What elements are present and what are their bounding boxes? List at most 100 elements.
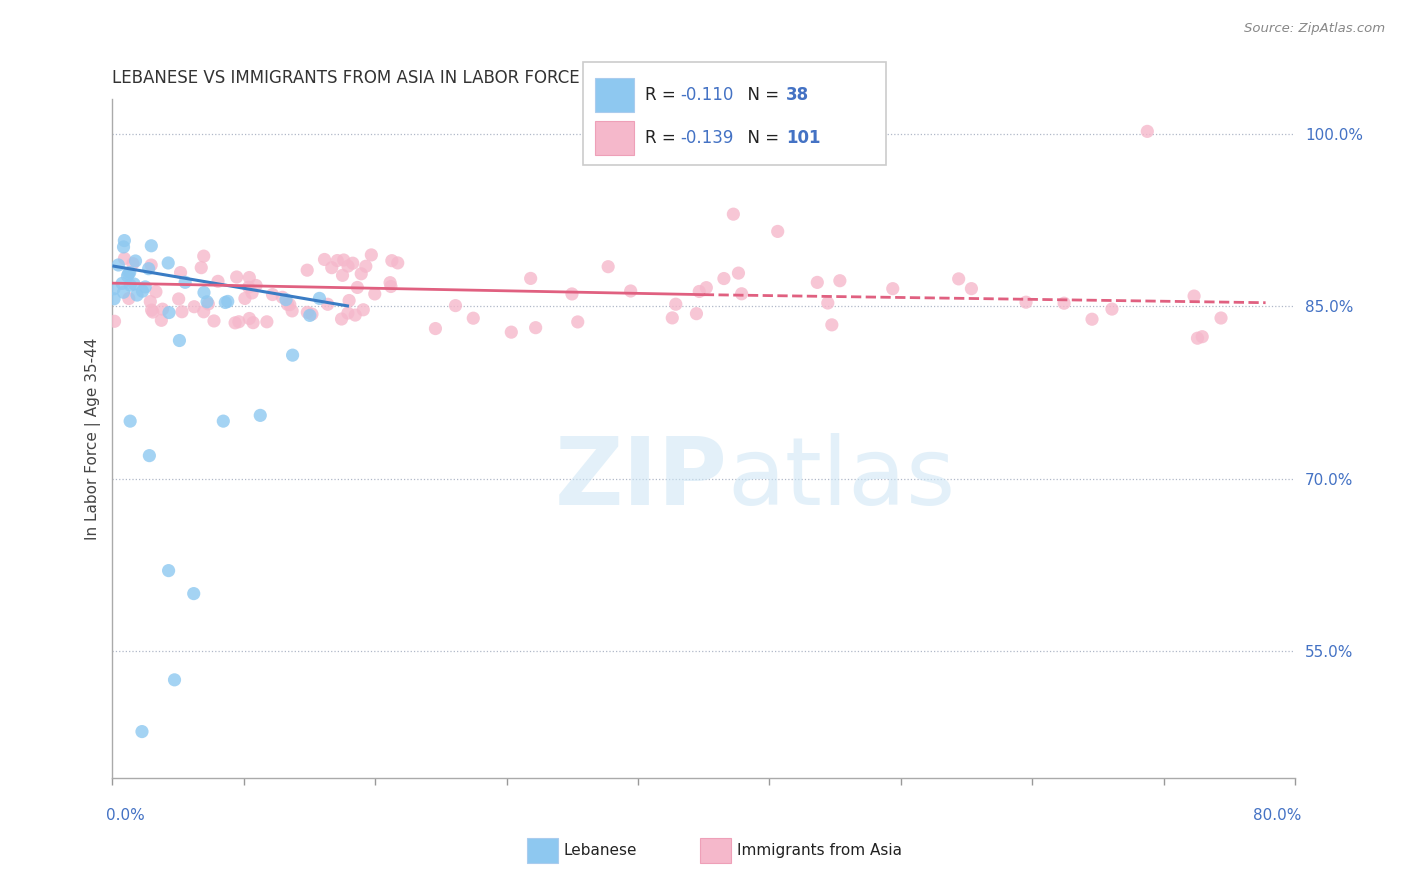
Point (240, 285, 263, 300)
Text: Immigrants from Asia: Immigrants from Asia (737, 844, 901, 858)
Text: 80.0%: 80.0% (1253, 808, 1301, 823)
Point (174, 275, 197, 289)
Point (238, 311, 260, 326)
Point (948, 272, 970, 286)
Text: -0.110: -0.110 (681, 87, 734, 104)
Point (727, 266, 749, 280)
Point (281, 304, 304, 318)
Point (141, 258, 163, 272)
Point (118, 292, 141, 306)
Point (107, 258, 129, 272)
Point (1101, 301, 1123, 316)
Point (169, 334, 191, 348)
Text: atlas: atlas (727, 434, 956, 525)
Point (688, 285, 710, 299)
Point (364, 287, 387, 301)
Point (344, 308, 367, 322)
Point (661, 310, 683, 325)
Point (193, 305, 215, 319)
Point (120, 414, 142, 428)
Text: 38: 38 (786, 87, 808, 104)
Point (360, 248, 382, 262)
Point (295, 263, 318, 277)
Point (821, 318, 844, 332)
Point (183, 300, 205, 314)
Point (501, 325, 523, 339)
Point (193, 285, 215, 300)
Point (314, 252, 336, 267)
Point (332, 253, 354, 268)
Point (138, 449, 160, 463)
Point (112, 285, 135, 300)
Point (103, 282, 125, 296)
Point (1136, 124, 1159, 138)
Point (131, 284, 153, 298)
Point (337, 293, 360, 308)
Point (183, 586, 205, 600)
Text: -0.139: -0.139 (681, 129, 734, 147)
Point (274, 293, 297, 307)
Point (298, 309, 321, 323)
Point (685, 307, 707, 321)
Point (170, 304, 193, 318)
Point (142, 305, 165, 319)
Point (157, 305, 180, 319)
Point (249, 409, 271, 423)
Point (207, 274, 229, 288)
Text: N =: N = (737, 129, 785, 147)
Point (141, 303, 163, 318)
Point (806, 276, 828, 290)
Point (1191, 329, 1213, 343)
Point (157, 256, 180, 270)
Point (117, 267, 139, 281)
Point (695, 280, 717, 294)
Text: R =: R = (645, 129, 682, 147)
Text: ZIP: ZIP (554, 434, 727, 525)
Point (723, 207, 745, 221)
Point (387, 256, 409, 270)
Point (114, 252, 136, 266)
Text: R =: R = (645, 87, 682, 104)
Point (561, 287, 583, 301)
Text: Lebanese: Lebanese (564, 844, 637, 858)
Text: LEBANESE VS IMMIGRANTS FROM ASIA IN LABOR FORCE | AGE 35-44 CORRELATION CHART: LEBANESE VS IMMIGRANTS FROM ASIA IN LABO… (112, 69, 869, 87)
Point (1053, 296, 1076, 310)
Point (169, 266, 191, 280)
Point (332, 268, 354, 283)
Point (326, 253, 349, 268)
Point (330, 312, 353, 326)
Point (817, 296, 839, 310)
Point (1182, 289, 1205, 303)
Point (828, 274, 851, 288)
Y-axis label: In Labor Force | Age 35-44: In Labor Force | Age 35-44 (86, 337, 101, 540)
Point (316, 297, 339, 311)
Point (350, 267, 373, 281)
Point (444, 299, 467, 313)
Point (195, 294, 218, 309)
Point (1187, 331, 1209, 345)
Point (463, 311, 485, 326)
Point (242, 316, 264, 330)
Point (297, 305, 319, 319)
Point (277, 297, 299, 311)
Point (238, 280, 260, 294)
Point (190, 260, 212, 275)
Point (131, 724, 153, 739)
Point (598, 260, 620, 274)
Point (152, 302, 174, 317)
Point (665, 297, 688, 311)
Point (120, 278, 142, 293)
Point (342, 256, 364, 270)
Text: 101: 101 (786, 129, 821, 147)
Point (134, 280, 156, 294)
Point (766, 224, 789, 238)
Point (1209, 311, 1232, 326)
Point (193, 249, 215, 263)
Point (117, 268, 139, 283)
Point (381, 253, 404, 268)
Point (233, 292, 256, 306)
Point (713, 271, 735, 285)
Point (122, 277, 145, 291)
Point (122, 257, 145, 271)
Point (150, 313, 173, 327)
